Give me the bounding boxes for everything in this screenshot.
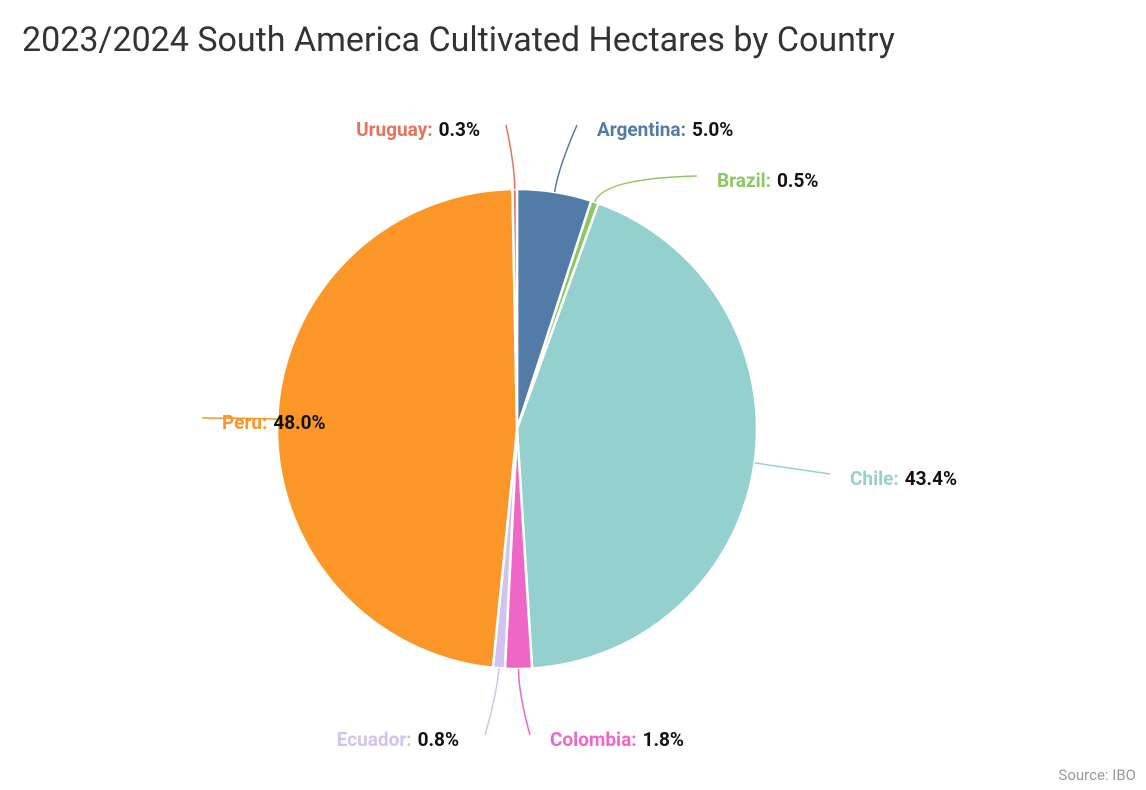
category-label: Chile: — [850, 467, 899, 490]
category-label: Uruguay: — [356, 118, 433, 141]
value-label: 5.0% — [692, 118, 733, 141]
category-label: Brazil: — [717, 169, 771, 192]
value-label: 0.5% — [777, 169, 818, 192]
leader-line — [201, 417, 278, 420]
data-label: Argentina: 5.0% — [597, 118, 733, 141]
value-label: 0.8% — [418, 728, 459, 751]
category-label: Argentina: — [597, 118, 686, 141]
chart-title: 2023/2024 South America Cultivated Hecta… — [22, 20, 895, 60]
category-label: Colombia: — [550, 728, 637, 751]
data-label: Chile: 43.4% — [850, 467, 957, 490]
category-label: Peru: — [222, 411, 267, 434]
leader-line — [594, 175, 698, 203]
leader-line — [505, 124, 516, 190]
pie-slice — [511, 187, 519, 430]
value-label: 0.3% — [439, 118, 480, 141]
data-label: Ecuador: 0.8% — [337, 728, 459, 751]
value-label: 48.0% — [273, 411, 325, 434]
category-label: Ecuador: — [337, 728, 412, 751]
leader-line — [754, 462, 831, 475]
value-label: 43.4% — [905, 467, 957, 490]
leader-line — [484, 668, 500, 736]
leader-line — [553, 124, 578, 193]
pie-slice — [275, 187, 519, 670]
leader-line — [517, 668, 531, 736]
source: Source: IBO — [1058, 766, 1136, 784]
data-label: Brazil: 0.5% — [717, 169, 818, 192]
value-label: 1.8% — [643, 728, 684, 751]
pie-slice — [515, 201, 759, 670]
data-label: Uruguay: 0.3% — [356, 118, 480, 141]
data-label: Peru: 48.0% — [222, 411, 326, 434]
data-label: Colombia: 1.8% — [550, 728, 684, 751]
